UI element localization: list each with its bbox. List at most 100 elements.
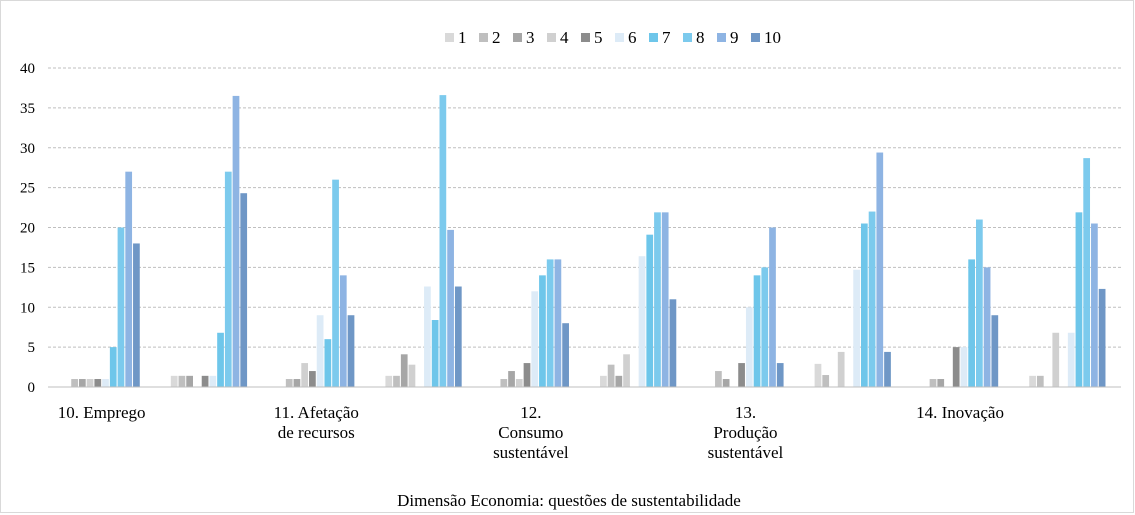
bar: [400, 354, 408, 387]
bar: [937, 379, 945, 387]
legend-label: 8: [696, 28, 705, 47]
bar: [332, 179, 339, 387]
y-tick-label: 30: [20, 141, 35, 157]
bar: [562, 323, 569, 387]
legend-swatch: [513, 33, 522, 42]
bar: [424, 286, 431, 387]
bar: [339, 275, 347, 387]
y-tick-label: 20: [20, 221, 35, 237]
y-tick-label: 15: [20, 260, 35, 276]
legend-swatch: [683, 33, 692, 42]
legend-label: 9: [730, 28, 739, 47]
bar: [170, 375, 178, 387]
bar: [500, 379, 508, 387]
y-tick-label: 35: [20, 101, 35, 117]
bar: [232, 95, 240, 387]
bar: [837, 351, 845, 387]
bar: [515, 379, 523, 387]
bar: [646, 234, 654, 387]
bar: [186, 375, 193, 387]
legend-label: 3: [526, 28, 535, 47]
bar: [94, 379, 102, 387]
bar: [78, 379, 86, 387]
category-label: 13.: [735, 403, 756, 422]
bar: [178, 375, 186, 387]
bar: [439, 95, 447, 388]
bar: [654, 212, 661, 387]
bar: [109, 347, 117, 387]
legend-swatch: [445, 33, 454, 42]
bar: [745, 307, 753, 387]
bar: [884, 351, 891, 387]
category-label: 11. Afetação: [274, 403, 359, 422]
bar: [385, 375, 393, 387]
category-label: sustentável: [708, 443, 784, 462]
category-label: sustentável: [493, 443, 569, 462]
bar: [769, 227, 776, 387]
bar: [1091, 223, 1098, 387]
bar: [240, 193, 248, 387]
bar: [309, 371, 316, 387]
bar: [853, 269, 860, 387]
legend-label: 2: [492, 28, 501, 47]
bar: [1083, 158, 1091, 387]
category-label: Consumo: [498, 423, 563, 442]
bar: [1036, 375, 1044, 387]
bar: [607, 364, 615, 387]
bar: [1052, 332, 1060, 387]
bar: [217, 332, 224, 387]
legend-label: 5: [594, 28, 603, 47]
bar: [722, 379, 730, 387]
bar: [431, 320, 439, 387]
bar: [133, 243, 140, 387]
y-tick-label: 25: [20, 181, 35, 197]
bar: [814, 363, 822, 387]
bar: [876, 152, 884, 387]
bar: [661, 212, 669, 387]
legend-label: 4: [560, 28, 569, 47]
bar: [125, 171, 133, 387]
bar: [983, 267, 991, 387]
bar: [71, 379, 78, 387]
bar: [761, 267, 769, 387]
bar: [868, 211, 876, 387]
bar: [600, 375, 607, 387]
bar: [301, 363, 309, 387]
bar: [454, 286, 462, 387]
y-tick-label: 10: [20, 300, 35, 316]
bar: [738, 363, 745, 387]
bar: [1067, 332, 1075, 387]
bar: [201, 375, 209, 387]
bar: [508, 371, 515, 387]
bar: [822, 375, 830, 387]
legend-swatch: [717, 33, 726, 42]
x-axis-title: Dimensão Economia: questões de sustentab…: [397, 491, 741, 510]
bar: [224, 171, 232, 387]
bar: [86, 379, 94, 387]
bar: [539, 275, 546, 387]
axes: 0 5 10 15 20 25 30 35 40 10. Emprego 11. Afetaçãod…: [20, 61, 1121, 462]
bar: [968, 259, 976, 387]
bar: [393, 375, 400, 387]
category-label: Produção: [713, 423, 777, 442]
y-tick-label: 40: [20, 61, 35, 77]
bars: [71, 95, 1106, 388]
category-label: 10. Emprego: [58, 403, 146, 422]
y-tick-label: 5: [28, 340, 36, 356]
legend: 1 2 3 4 5 6 7 8 9 10: [445, 28, 781, 47]
bar: [991, 315, 999, 387]
bar: [285, 379, 293, 387]
bar: [929, 379, 937, 387]
bar: [1075, 212, 1083, 387]
bar: [523, 363, 531, 387]
bar: [531, 291, 539, 387]
legend-swatch: [581, 33, 590, 42]
bar: [209, 375, 217, 387]
category-label: 12.: [520, 403, 541, 422]
bar: [952, 347, 960, 387]
category-label: 14. Inovação: [916, 403, 1004, 422]
bar: [1098, 288, 1106, 387]
legend-label: 6: [628, 28, 637, 47]
bar: [408, 364, 416, 387]
